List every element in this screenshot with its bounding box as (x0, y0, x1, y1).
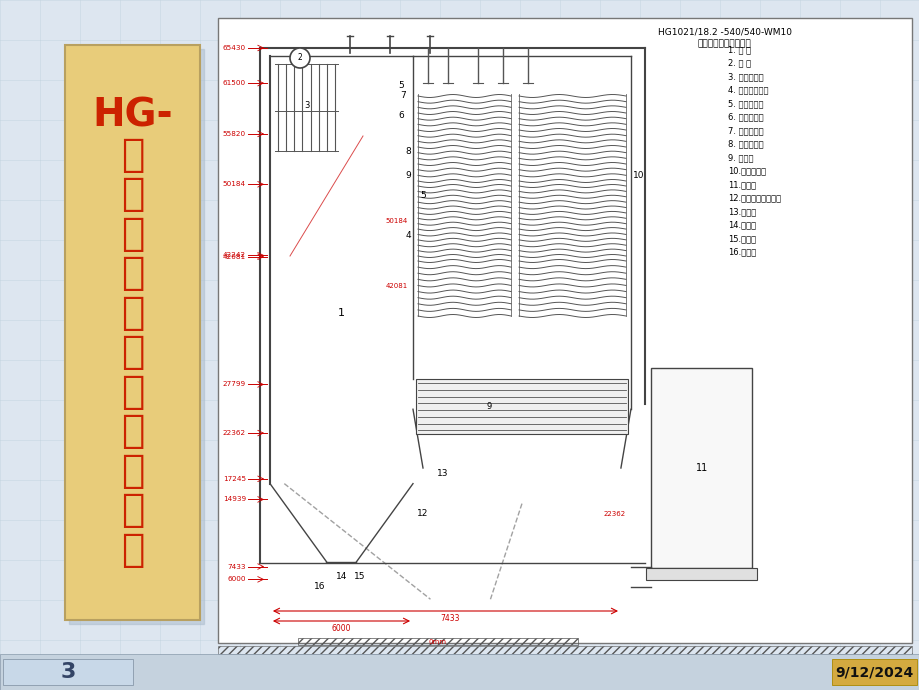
Text: 15: 15 (354, 572, 365, 581)
Text: HG1021/18.2 -540/540-WM10: HG1021/18.2 -540/540-WM10 (657, 28, 790, 37)
Text: 8. 低温过热器: 8. 低温过热器 (727, 139, 763, 148)
Text: 1. 炉 腻: 1. 炉 腻 (727, 45, 750, 54)
Text: 55820: 55820 (222, 131, 245, 137)
Text: 3. 壁式再热器: 3. 壁式再热器 (727, 72, 763, 81)
Bar (415, 380, 628, 434)
Text: 9: 9 (404, 172, 411, 181)
Text: 7433: 7433 (440, 614, 460, 623)
Text: 10.低温再热器: 10.低温再热器 (727, 166, 766, 175)
Text: 8: 8 (404, 146, 411, 155)
Text: 15.关断门: 15.关断门 (727, 234, 755, 243)
Text: 42242: 42242 (222, 253, 245, 258)
Text: 7433: 7433 (227, 564, 245, 569)
Text: 2: 2 (298, 54, 302, 63)
Text: 12.二次风箱及燃烧器: 12.二次风箱及燃烧器 (727, 193, 780, 202)
Text: 13: 13 (437, 469, 448, 478)
Text: 7. 末级再热器: 7. 末级再热器 (727, 126, 763, 135)
Circle shape (289, 48, 310, 68)
Bar (831, 659, 916, 685)
Text: 7: 7 (400, 92, 405, 101)
Text: 6: 6 (398, 112, 403, 121)
Text: 14.冷灰斗: 14.冷灰斗 (727, 221, 755, 230)
Text: 22362: 22362 (603, 511, 625, 517)
Text: 14939: 14939 (222, 496, 245, 502)
Bar (218, 646, 911, 654)
Text: 2. 汽 包: 2. 汽 包 (727, 59, 750, 68)
Text: 11: 11 (695, 463, 707, 473)
Text: 9/12/2024: 9/12/2024 (834, 665, 913, 679)
Text: 1: 1 (337, 308, 345, 317)
Text: 亚临界自然循环汽包炉: 亚临界自然循环汽包炉 (697, 39, 751, 48)
Bar (298, 638, 577, 645)
Text: 3: 3 (303, 101, 309, 110)
Text: 6000: 6000 (227, 576, 245, 582)
Text: 9. 省煌器: 9. 省煌器 (727, 153, 753, 162)
Text: 10: 10 (632, 172, 644, 181)
Text: 0mm: 0mm (428, 639, 447, 645)
Text: 50184: 50184 (222, 181, 245, 187)
Bar (651, 368, 752, 568)
Text: 6000: 6000 (332, 624, 351, 633)
Text: 5: 5 (398, 81, 403, 90)
Text: 5. 后屏过热器: 5. 后屏过热器 (727, 99, 763, 108)
Text: 16: 16 (313, 582, 325, 591)
Text: 22362: 22362 (222, 430, 245, 436)
Text: 42081: 42081 (222, 254, 245, 259)
Text: 6. 末级过热器: 6. 末级过热器 (727, 112, 763, 121)
Text: 50184: 50184 (385, 218, 407, 224)
Bar (645, 568, 756, 580)
Text: 11.空预器: 11.空预器 (727, 180, 755, 189)
Text: 61500: 61500 (222, 80, 245, 86)
Text: 16.捣渣机: 16.捣渣机 (727, 248, 755, 257)
Text: 5: 5 (420, 192, 425, 201)
Text: 3: 3 (61, 662, 75, 682)
Text: 12: 12 (417, 509, 428, 518)
Text: 65430: 65430 (222, 45, 245, 51)
Text: 4. 分隔屏过热器: 4. 分隔屏过热器 (727, 86, 767, 95)
Bar (3, 659, 133, 685)
Text: 13.水冷壁: 13.水冷壁 (727, 207, 755, 216)
Text: 42081: 42081 (385, 283, 407, 289)
Text: HG-
亚
临
界
自
然
循
环
汽
包
锅
炉: HG- 亚 临 界 自 然 循 环 汽 包 锅 炉 (92, 96, 173, 569)
Text: 14: 14 (335, 572, 346, 581)
Bar (65, 45, 199, 620)
Bar (69, 49, 204, 624)
Bar (218, 18, 911, 643)
Text: 27799: 27799 (222, 382, 245, 388)
Bar (0, 654, 919, 690)
Text: 4: 4 (404, 232, 411, 241)
Text: 9: 9 (486, 402, 492, 411)
Text: 17245: 17245 (222, 476, 245, 482)
